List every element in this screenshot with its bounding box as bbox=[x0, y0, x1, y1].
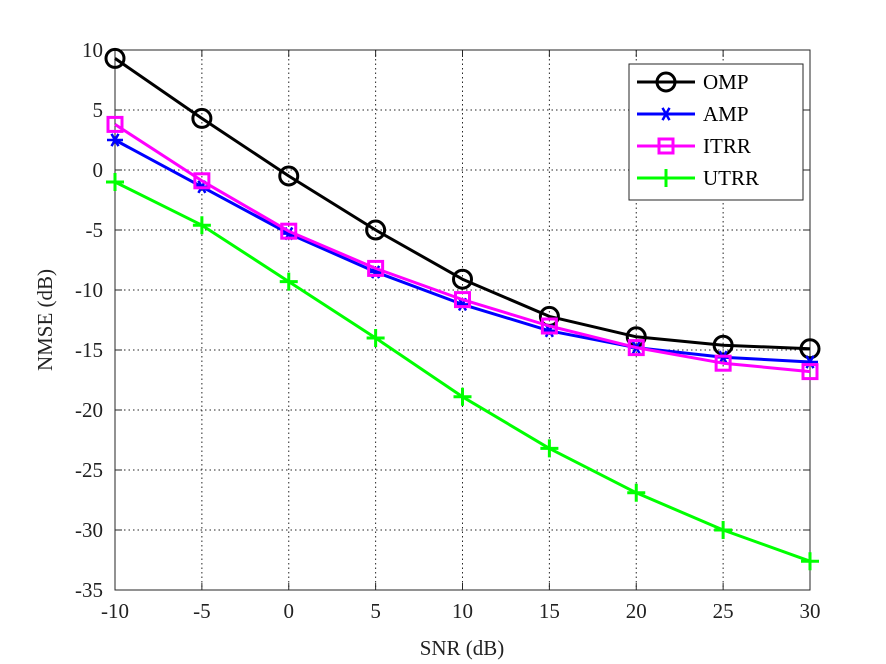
x-tick-label: -10 bbox=[101, 599, 129, 623]
data-point-utrr bbox=[714, 521, 733, 539]
y-tick-label: -25 bbox=[75, 458, 103, 482]
y-tick-label: 5 bbox=[93, 98, 104, 122]
data-point-itrr bbox=[627, 339, 645, 357]
data-point-itrr bbox=[714, 354, 732, 372]
data-point-utrr bbox=[801, 552, 819, 571]
data-point-itrr bbox=[540, 317, 558, 335]
data-point-utrr bbox=[279, 272, 298, 291]
y-tick-label: -15 bbox=[75, 338, 103, 362]
data-point-utrr bbox=[453, 387, 472, 406]
data-point-utrr bbox=[106, 173, 124, 191]
data-point-utrr bbox=[627, 483, 646, 502]
y-tick-label: -30 bbox=[75, 518, 103, 542]
axis-ticks: -10 -5 0 5 10 15 20 25 30 10 5 0 -5 -10 -15 -20 -25 -30 -3… bbox=[75, 38, 821, 623]
y-tick-label: -5 bbox=[86, 218, 104, 242]
x-axis-label: SNR (dB) bbox=[420, 636, 505, 660]
x-tick-label: -5 bbox=[193, 599, 211, 623]
y-tick-label: -35 bbox=[75, 578, 103, 602]
y-tick-label: -20 bbox=[75, 398, 103, 422]
data-point-omp bbox=[799, 338, 821, 360]
y-tick-label: -10 bbox=[75, 278, 103, 302]
data-point-utrr bbox=[366, 329, 385, 347]
legend: OMP AMP ITRR UTRR bbox=[628, 63, 804, 201]
legend-label: UTRR bbox=[703, 166, 759, 190]
data-point-itrr bbox=[454, 291, 471, 309]
series-omp bbox=[104, 47, 821, 360]
data-point-itrr bbox=[193, 172, 211, 190]
data-point-omp bbox=[712, 334, 734, 356]
data-point-amp bbox=[107, 133, 123, 147]
x-tick-label: 30 bbox=[800, 599, 821, 623]
x-tick-label: 25 bbox=[713, 599, 734, 623]
legend-marker-itrr bbox=[657, 137, 675, 155]
x-tick-label: 20 bbox=[626, 599, 647, 623]
series-group bbox=[104, 47, 821, 571]
legend-label: ITRR bbox=[703, 134, 751, 158]
x-tick-label: 15 bbox=[539, 599, 560, 623]
legend-label: OMP bbox=[703, 70, 749, 94]
series-utrr bbox=[106, 173, 819, 571]
series-line-itrr bbox=[114, 123, 811, 374]
legend-marker-amp bbox=[658, 107, 674, 121]
data-point-utrr bbox=[540, 439, 559, 458]
data-point-omp bbox=[365, 219, 387, 241]
data-point-omp bbox=[104, 47, 126, 69]
series-line-omp bbox=[114, 57, 811, 351]
data-point-omp bbox=[452, 268, 473, 290]
data-point-omp bbox=[191, 107, 213, 129]
series-itrr bbox=[106, 115, 819, 381]
data-point-itrr bbox=[367, 259, 385, 277]
legend-item-amp: AMP bbox=[637, 102, 749, 126]
y-axis-label: NMSE (dB) bbox=[33, 269, 57, 371]
legend-label: AMP bbox=[703, 102, 749, 126]
data-point-itrr bbox=[801, 363, 819, 381]
x-tick-label: 0 bbox=[284, 599, 295, 623]
legend-item-itrr: ITRR bbox=[637, 134, 751, 158]
x-tick-label: 5 bbox=[370, 599, 381, 623]
legend-item-utrr: UTRR bbox=[637, 166, 759, 190]
y-tick-label: 0 bbox=[93, 158, 104, 182]
data-point-itrr bbox=[106, 115, 124, 133]
data-point-utrr bbox=[192, 216, 211, 235]
x-tick-label: 10 bbox=[452, 599, 473, 623]
legend-marker-utrr bbox=[657, 169, 675, 187]
legend-marker-omp bbox=[655, 71, 677, 93]
data-point-omp bbox=[278, 165, 300, 187]
legend-item-omp: OMP bbox=[637, 70, 749, 94]
y-tick-label: 10 bbox=[82, 38, 103, 62]
data-point-itrr bbox=[280, 222, 298, 240]
